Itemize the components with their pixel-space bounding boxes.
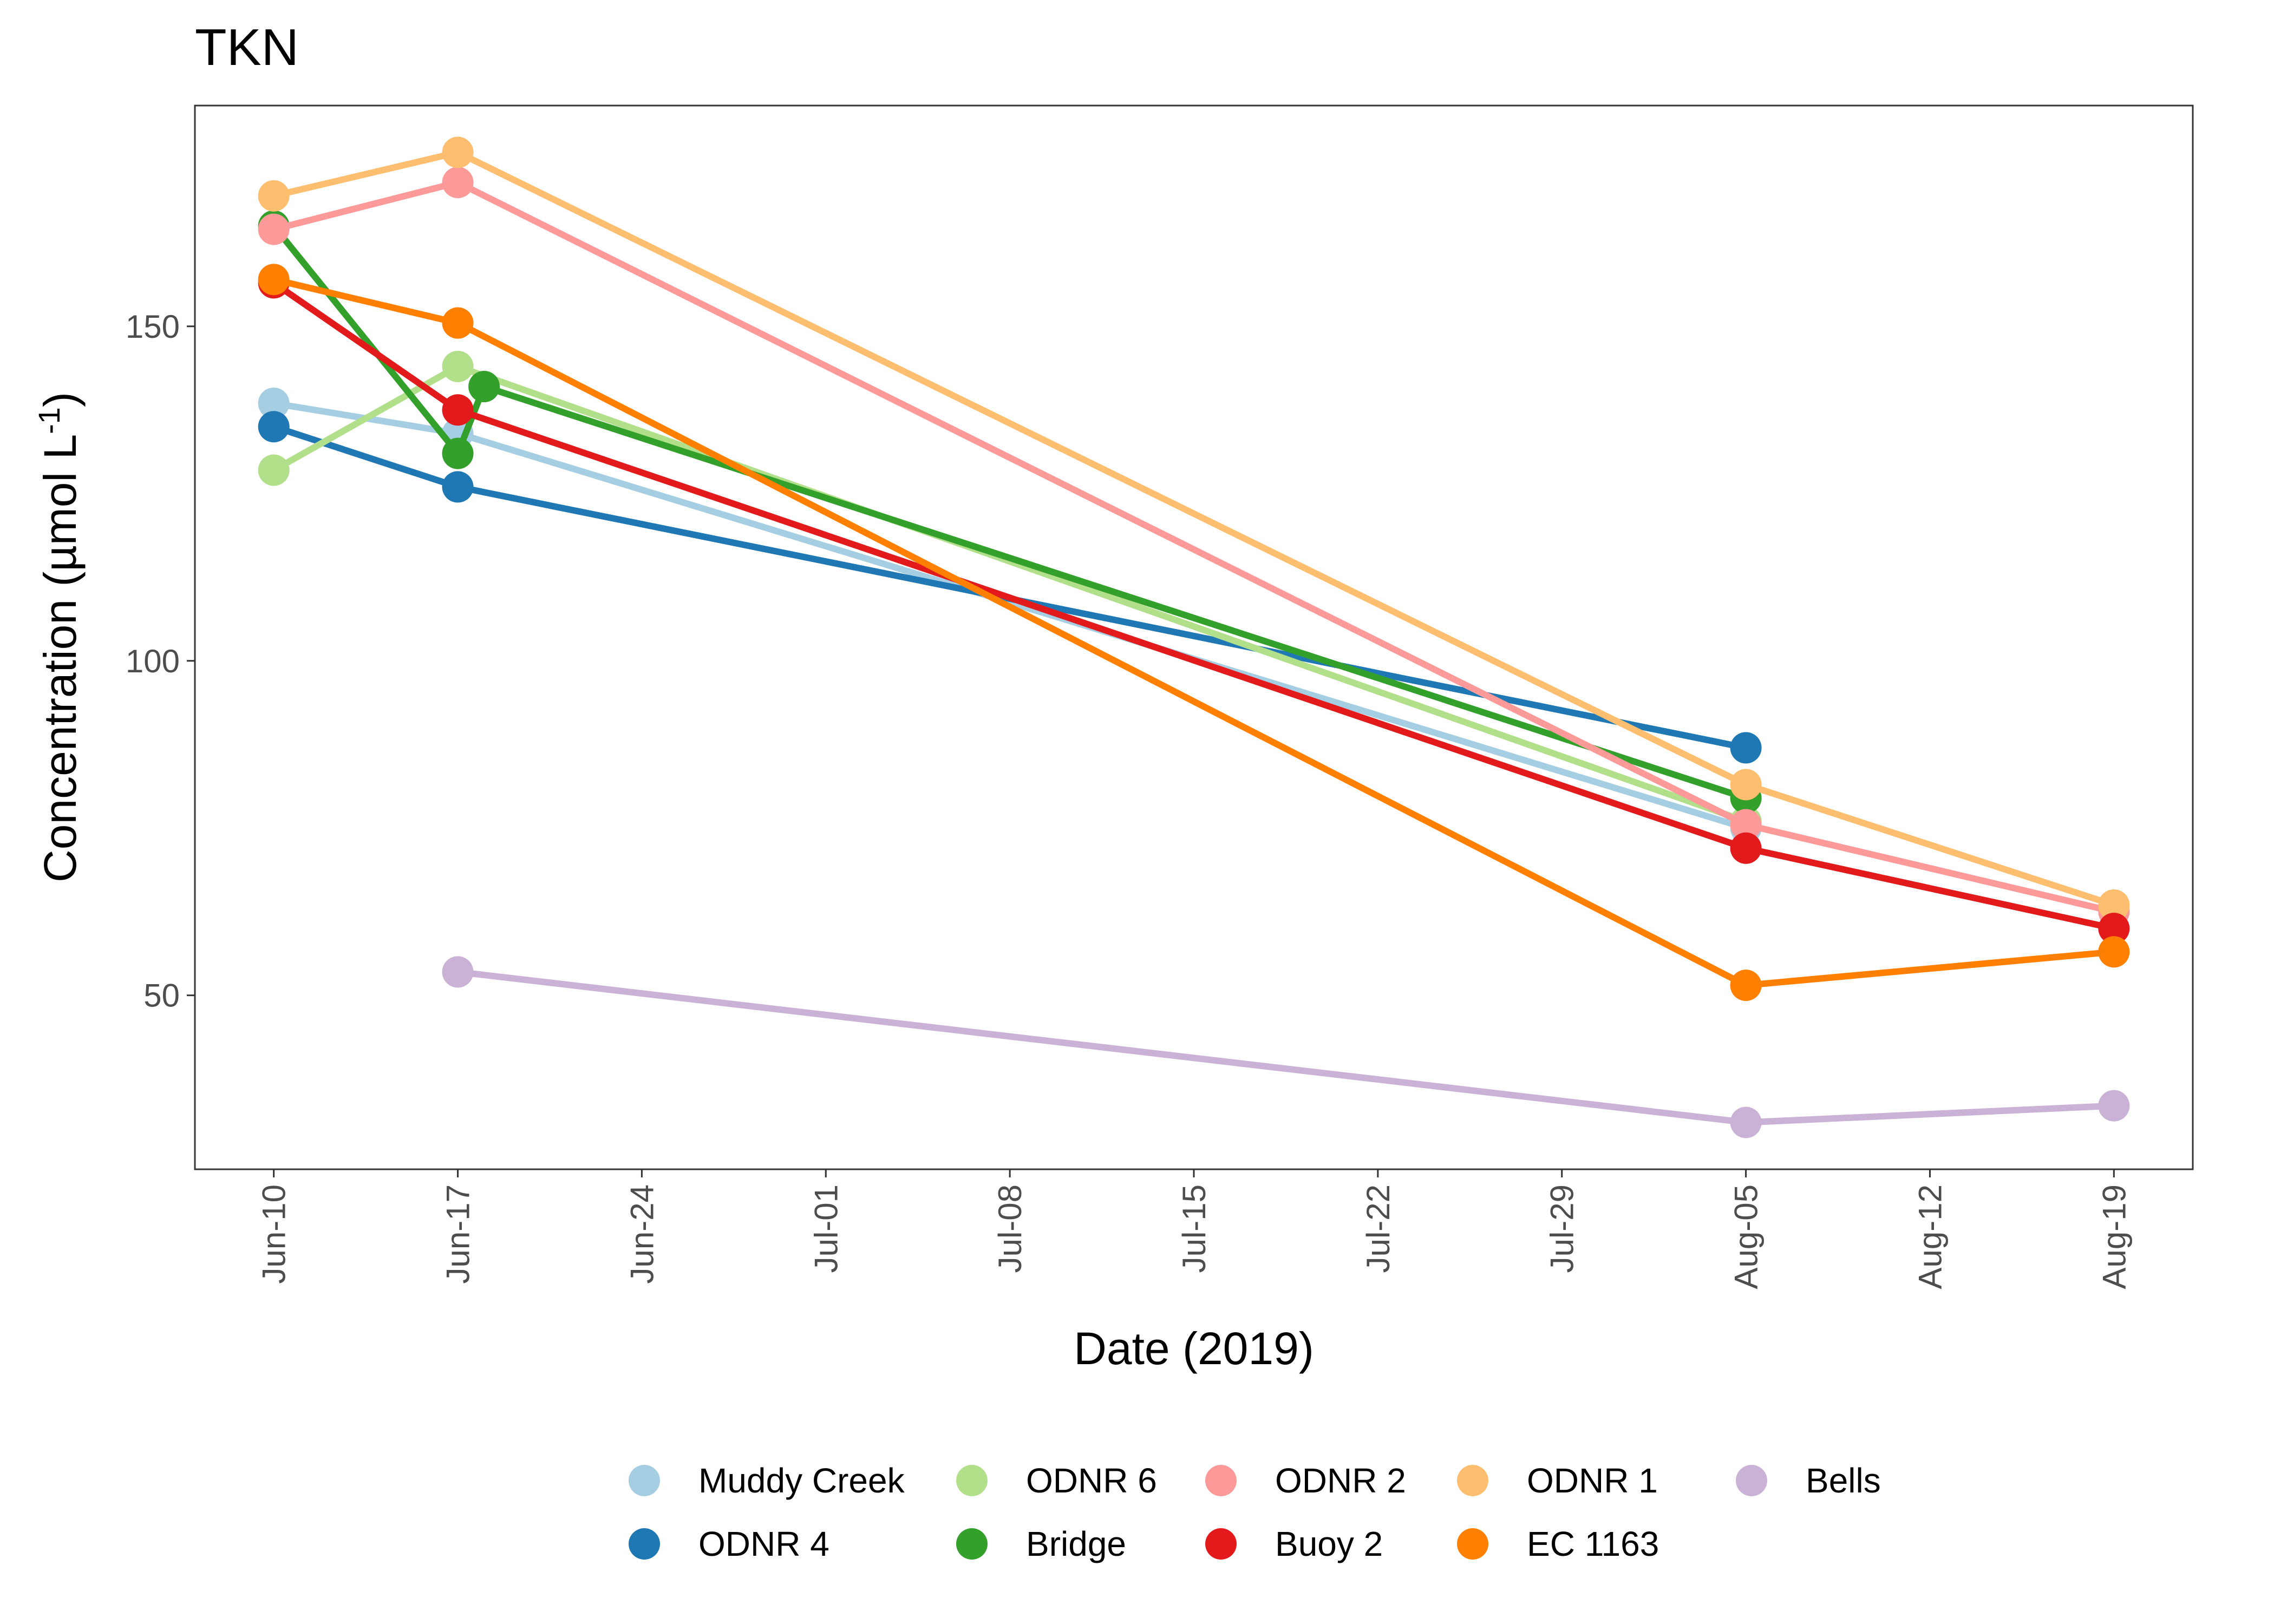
data-point-ec-1163 xyxy=(2098,936,2130,968)
data-point-odnr-1 xyxy=(2098,889,2130,921)
data-point-odnr-6 xyxy=(258,454,290,486)
x-tick-label: Jul-01 xyxy=(808,1184,844,1273)
chart-title: TKN xyxy=(195,18,299,76)
legend-item-odnr-4: ODNR 4 xyxy=(629,1524,829,1563)
data-point-bridge xyxy=(442,437,474,469)
series-odnr-1 xyxy=(258,136,2130,921)
x-tick-label: Jul-22 xyxy=(1360,1184,1396,1273)
legend-label: Buoy 2 xyxy=(1275,1524,1383,1563)
legend-key-bridge xyxy=(956,1528,988,1560)
series-ec-1163 xyxy=(258,264,2130,1001)
data-point-ec-1163 xyxy=(442,307,474,339)
data-point-bridge xyxy=(468,371,500,403)
series-line-buoy-2 xyxy=(270,279,2118,932)
legend-label: Bells xyxy=(1806,1461,1881,1500)
legend-label: EC 1163 xyxy=(1527,1524,1659,1563)
x-tick-label: Jun-24 xyxy=(624,1184,660,1284)
legend-item-odnr-1: ODNR 1 xyxy=(1457,1461,1658,1500)
data-point-odnr-2 xyxy=(442,167,474,199)
y-tick-label: 150 xyxy=(126,309,180,345)
data-point-buoy-2 xyxy=(1730,832,1762,864)
series-line-ec-1163 xyxy=(270,276,2118,989)
legend-label: ODNR 4 xyxy=(698,1524,829,1563)
data-point-bells xyxy=(2098,1090,2130,1122)
data-point-bells xyxy=(442,956,474,988)
data-point-odnr-1 xyxy=(442,136,474,168)
legend-item-buoy-2: Buoy 2 xyxy=(1205,1524,1383,1563)
series-line-bridge xyxy=(270,222,1749,802)
y-tick-label: 100 xyxy=(126,643,180,679)
data-point-odnr-4 xyxy=(442,471,474,503)
legend-item-ec-1163: EC 1163 xyxy=(1457,1524,1659,1563)
legend-label: ODNR 2 xyxy=(1275,1461,1406,1500)
series-bells xyxy=(442,956,2130,1138)
y-tick-label: 50 xyxy=(143,978,180,1014)
data-point-odnr-1 xyxy=(258,180,290,212)
x-tick-label: Aug-05 xyxy=(1728,1184,1765,1289)
data-point-odnr-1 xyxy=(1730,769,1762,801)
legend-label: Muddy Creek xyxy=(698,1461,905,1500)
data-point-bells xyxy=(1730,1106,1762,1138)
series-line-odnr-1 xyxy=(270,149,2118,908)
legend-label: ODNR 1 xyxy=(1527,1461,1658,1500)
x-tick-label: Jun-10 xyxy=(256,1184,292,1284)
data-point-odnr-2 xyxy=(1730,809,1762,841)
series-line-odnr-2 xyxy=(270,179,2118,915)
legend: Muddy Creek ODNR 4 ODNR 6 Bridge ODNR 2 Buoy … xyxy=(629,1461,1881,1563)
y-axis-title-superscript: -1 xyxy=(32,407,66,434)
y-axis: 50 100 150 xyxy=(126,309,195,1014)
x-tick-label: Jul-29 xyxy=(1544,1184,1580,1273)
data-point-muddy-creek xyxy=(258,387,290,419)
legend-item-bridge: Bridge xyxy=(956,1524,1126,1563)
legend-key-bells xyxy=(1736,1465,1767,1496)
data-point-ec-1163 xyxy=(258,264,290,296)
data-point-odnr-4 xyxy=(258,411,290,443)
legend-label: Bridge xyxy=(1026,1524,1126,1563)
data-point-odnr-4 xyxy=(1730,732,1762,764)
legend-key-odnr-6 xyxy=(956,1465,988,1496)
y-axis-title: Concentration (µmol L-1) xyxy=(32,392,86,882)
legend-item-odnr-6: ODNR 6 xyxy=(956,1461,1157,1500)
data-point-buoy-2 xyxy=(2098,913,2130,945)
data-point-ec-1163 xyxy=(1730,970,1762,1001)
legend-key-odnr-1 xyxy=(1457,1465,1488,1496)
legend-item-odnr-2: ODNR 2 xyxy=(1205,1461,1406,1500)
data-point-odnr-6 xyxy=(442,350,474,382)
legend-key-buoy-2 xyxy=(1205,1528,1237,1560)
legend-item-bells: Bells xyxy=(1736,1461,1881,1500)
data-point-odnr-2 xyxy=(258,213,290,245)
legend-key-odnr-4 xyxy=(629,1528,660,1560)
x-axis: Jun-10 Jun-17 Jun-24 Jul-01 Jul-08 Jul-15 Jul-… xyxy=(256,1169,2132,1289)
y-axis-title-main: Concentration (µmol L xyxy=(35,434,86,882)
x-tick-label: Jul-15 xyxy=(1176,1184,1212,1273)
legend-key-odnr-2 xyxy=(1205,1465,1237,1496)
x-tick-label: Jun-17 xyxy=(440,1184,476,1284)
series-layer xyxy=(258,136,2130,1138)
data-point-buoy-2 xyxy=(442,394,474,426)
legend-key-muddy-creek xyxy=(629,1465,660,1496)
x-tick-label: Aug-19 xyxy=(2096,1184,2132,1289)
x-tick-label: Jul-08 xyxy=(992,1184,1028,1273)
legend-label: ODNR 6 xyxy=(1026,1461,1157,1500)
x-tick-label: Aug-12 xyxy=(1912,1184,1948,1289)
legend-key-ec-1163 xyxy=(1457,1528,1488,1560)
x-axis-title: Date (2019) xyxy=(1074,1323,1314,1374)
legend-item-muddy-creek: Muddy Creek xyxy=(629,1461,905,1500)
y-axis-title-close: ) xyxy=(35,392,86,407)
